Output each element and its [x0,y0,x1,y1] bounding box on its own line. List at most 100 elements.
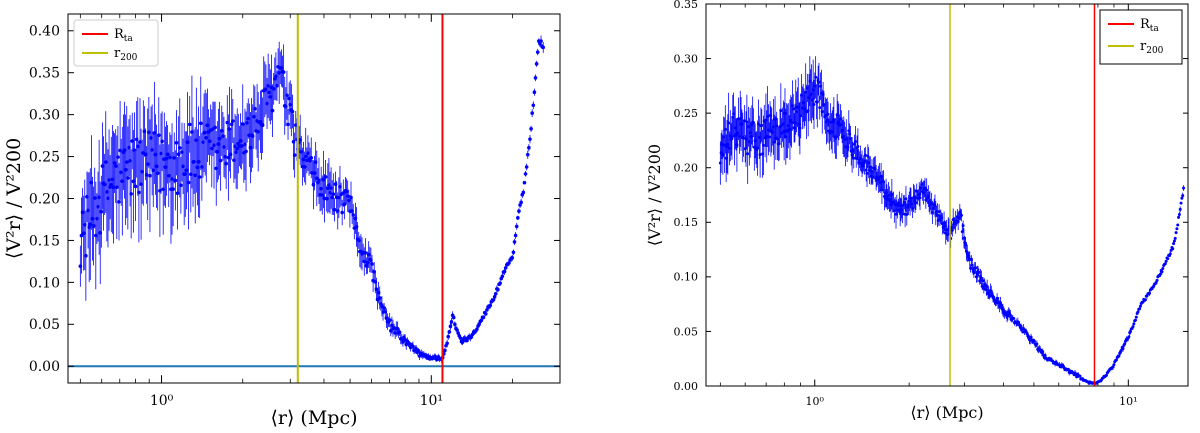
data-point [531,103,536,108]
data-point [500,274,505,279]
right-chart-panel: 0.00 0.05 0.10 0.15 0.20 0.25 0.30 0.35 10⁰ 10¹ ⟨r… [645,0,1189,422]
data-point [244,149,248,154]
data-point [218,158,223,163]
data-point [961,224,965,228]
data-point [925,188,929,192]
data-point [915,189,919,193]
data-point [174,140,179,145]
data-point [1158,272,1162,276]
data-point [416,348,421,353]
data-point [541,45,546,50]
data-point [820,110,824,114]
data-point [1176,223,1180,227]
data-point [331,192,336,196]
y-tick-label: 0.30 [674,52,699,65]
data-series [718,56,1186,385]
axes-frame [67,13,561,384]
data-point [1148,291,1152,295]
y-tick-label: 0.05 [674,325,699,338]
data-point [814,75,818,79]
data-point [510,255,515,260]
legend-entry: Rta [114,27,133,44]
data-point [1012,316,1016,320]
data-point [363,251,368,255]
data-point [1043,354,1047,358]
data-point [1163,262,1167,266]
legend-entry: r200 [114,46,138,63]
data-point [323,175,328,179]
x-tick-label: 10⁰ [806,395,825,408]
data-series [78,35,546,363]
data-point [530,111,534,115]
data-point [914,201,918,205]
data-point [516,216,520,220]
data-point [923,186,927,190]
data-point [483,312,488,316]
data-point [853,140,857,144]
data-point [812,102,816,106]
plot-area [718,4,1186,386]
data-point [528,137,532,141]
data-point [1173,236,1177,240]
plot-area [68,14,560,383]
data-point [517,209,521,213]
data-point [1177,212,1181,216]
data-point [1181,194,1185,198]
y-tick-label: 0.30 [29,108,60,124]
data-point [1132,322,1136,326]
data-point [502,269,507,274]
data-point [1127,335,1131,339]
x-axis-label: ⟨r⟩ (Mpc) [910,403,983,422]
y-tick-label: 0.25 [674,107,699,120]
data-point [834,135,838,139]
y-tick-label: 0.00 [674,380,699,393]
data-point [1166,257,1170,261]
data-point [959,213,963,217]
data-point [852,156,856,160]
data-point [332,207,337,212]
data-point [99,209,104,214]
data-point [1161,266,1165,270]
data-point [523,172,528,176]
data-point [453,322,457,327]
data-point [309,156,314,160]
data-point [904,197,908,201]
data-point [815,100,819,104]
data-point [521,190,526,195]
data-point [826,112,830,116]
x-tick-label: 10¹ [420,393,443,409]
data-point [446,334,451,339]
data-point [1171,247,1175,251]
data-point [1123,342,1127,346]
data-point [351,213,356,217]
data-point [1008,313,1012,317]
y-tick-label: 0.10 [29,275,60,291]
data-point [156,133,161,138]
data-point [387,318,392,322]
data-point [290,109,295,114]
data-point [977,270,981,274]
y-axis-label: ⟨V²r⟩ / V²200 [645,144,664,246]
legend-entry: Rta [1140,17,1159,34]
y-tick-label: 0.20 [674,162,699,175]
y-tick-label: 0.15 [29,233,60,249]
data-point [745,120,749,124]
data-point [981,279,985,283]
data-point [498,281,502,285]
data-point [173,178,178,183]
data-point [397,330,402,335]
y-axis-label: ⟨V²r⟩ / V²200 [3,138,25,259]
data-point [1136,310,1140,314]
data-point [148,173,152,178]
data-point [132,148,137,152]
legend: Rta r200 [1099,9,1183,65]
data-point [974,266,978,270]
data-point [449,320,454,324]
data-point [213,125,217,130]
data-point [1168,252,1172,256]
data-point [534,62,539,66]
data-point [227,127,232,131]
data-point [1121,347,1125,351]
data-point [1112,363,1116,367]
